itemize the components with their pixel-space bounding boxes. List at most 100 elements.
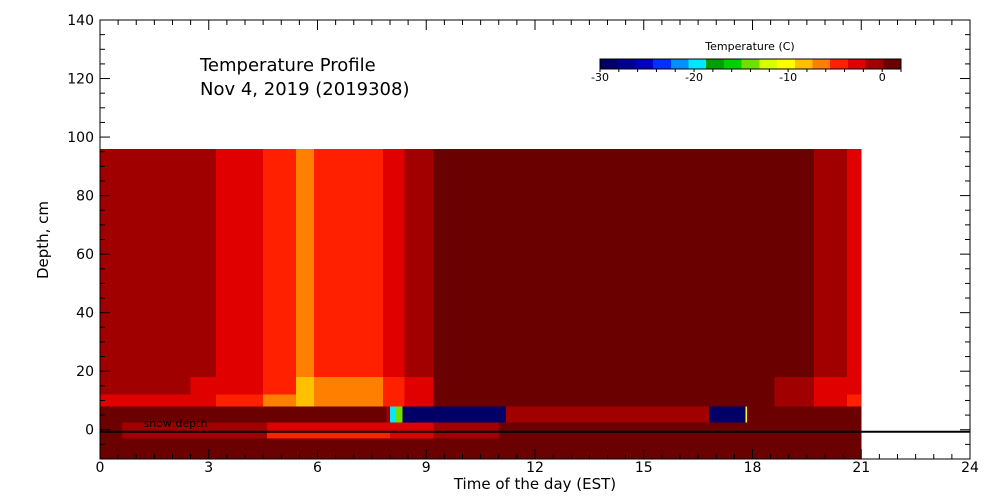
y-tick-label: 0 [85, 423, 94, 439]
colorbar-swatch [600, 59, 619, 69]
y-tick-label: 60 [76, 247, 94, 263]
surface-layer-cell [506, 406, 709, 423]
x-tick-label: 15 [635, 460, 653, 476]
profile-near-surface-cell [216, 394, 264, 407]
profile-cell [190, 148, 216, 407]
surface-layer-cell [100, 406, 387, 423]
colorbar-label: Temperature (C) [704, 40, 794, 53]
subsurface-layer-cell [121, 431, 267, 439]
profile-near-surface-cell [382, 377, 405, 395]
profile-near-surface-cell [404, 394, 434, 407]
profile-cell [382, 148, 405, 407]
profile-near-surface-cell [313, 377, 383, 395]
colorbar-tick-label: 0 [879, 71, 886, 84]
profile-near-surface-cell [295, 394, 314, 407]
colorbar-swatch [865, 59, 884, 69]
profile-cell [433, 148, 775, 407]
colorbar: Temperature (C) -30 -20 -10 0 [591, 40, 902, 84]
profile-near-surface-cell [295, 377, 314, 395]
profile-near-surface-cell [382, 394, 405, 407]
chart-title: Temperature Profile [199, 55, 376, 76]
y-axis-ticks: 0 20 40 60 80 100 120 140 [67, 13, 970, 460]
colorbar-swatch [706, 59, 725, 69]
colorbar-swatch [777, 59, 796, 69]
subsurface-layer-cell [433, 422, 499, 432]
subsurface-layer-cell [433, 431, 499, 439]
profile-cell [295, 148, 314, 407]
profile-near-surface-cell [190, 377, 216, 395]
profile-cell [132, 148, 191, 407]
profile-cell [313, 148, 383, 407]
x-tick-label: 6 [313, 460, 322, 476]
snow-depth-annotation: snow depth [144, 417, 208, 430]
surface-layer-cell [395, 406, 403, 423]
colorbar-tick-label: -10 [779, 71, 797, 84]
profile-near-surface-cell [846, 394, 862, 407]
colorbar-swatch [617, 59, 636, 69]
profile-near-surface-cell [433, 394, 775, 407]
profile-near-surface-cell [404, 377, 434, 395]
y-tick-label: 100 [67, 130, 94, 146]
x-axis-label: Time of the day (EST) [453, 475, 616, 493]
x-tick-label: 12 [526, 460, 544, 476]
profile-near-surface-cell [100, 394, 133, 407]
colorbar-swatch [812, 59, 831, 69]
profile-near-surface-cell [433, 377, 775, 395]
surface-layer-cell [745, 406, 748, 423]
profile-near-surface-cell [846, 377, 862, 395]
colorbar-tick-label: -30 [591, 71, 609, 84]
subsurface-layer-cell [266, 431, 390, 439]
profile-near-surface-cell [190, 394, 216, 407]
subsurface-layer-cell [100, 431, 122, 439]
profile-near-surface-cell [132, 377, 191, 395]
x-tick-label: 24 [961, 460, 979, 476]
y-tick-label: 20 [76, 364, 94, 380]
subsurface-layer-cell [100, 422, 122, 432]
profile-cell [100, 148, 133, 407]
colorbar-swatch [670, 59, 690, 69]
colorbar-swatch [741, 59, 760, 69]
profile-near-surface-cell [100, 377, 133, 395]
subsurface-layer-cell [390, 431, 434, 439]
y-tick-label: 140 [67, 13, 94, 29]
y-axis-label: Depth, cm [34, 201, 52, 279]
surface-layer-cell [747, 406, 862, 423]
subsurface-layer-cell [498, 431, 862, 439]
profile-cell [846, 148, 862, 407]
profile-near-surface-cell [774, 394, 815, 407]
profile-near-surface-cell [132, 394, 191, 407]
profile-near-surface-cell [263, 394, 296, 407]
subsurface-layer-cell [100, 438, 862, 459]
subsurface-layer-cell [266, 422, 434, 432]
x-tick-label: 9 [422, 460, 431, 476]
profile-cell [263, 148, 296, 407]
x-tick-label: 21 [852, 460, 870, 476]
colorbar-swatch [794, 59, 813, 69]
x-tick-label: 0 [96, 460, 105, 476]
subsurface-layer-cell [498, 422, 862, 432]
profile-near-surface-cell [814, 377, 847, 395]
y-tick-label: 40 [76, 306, 94, 322]
profile-near-surface-cell [774, 377, 815, 395]
surface-layer-cell [709, 406, 746, 423]
colorbar-swatch [635, 59, 654, 69]
colorbar-swatch [723, 59, 743, 69]
profile-cell [774, 148, 815, 407]
colorbar-swatch [688, 59, 707, 69]
heatmap-cells [100, 148, 862, 459]
profile-cell [216, 148, 264, 407]
colorbar-swatch [759, 59, 778, 69]
profile-near-surface-cell [313, 394, 383, 407]
surface-layer-cell [402, 406, 506, 423]
colorbar-swatch [847, 59, 867, 69]
chart-subtitle: Nov 4, 2019 (2019308) [200, 79, 410, 100]
y-tick-label: 120 [67, 72, 94, 88]
colorbar-swatch [653, 59, 672, 69]
x-tick-label: 3 [204, 460, 213, 476]
colorbar-swatch [830, 59, 849, 69]
profile-cell [404, 148, 434, 407]
colorbar-tick-label: -20 [685, 71, 703, 84]
x-axis-ticks: 0 3 6 9 12 15 18 21 24 [96, 20, 979, 476]
y-tick-label: 80 [76, 189, 94, 205]
